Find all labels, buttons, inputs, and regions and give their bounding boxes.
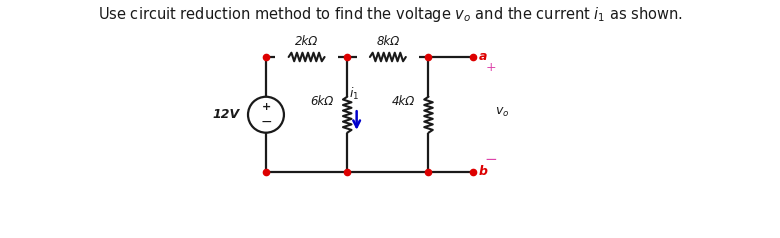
Text: a: a xyxy=(479,50,488,63)
Text: 12V: 12V xyxy=(212,108,239,121)
Text: 8kΩ: 8kΩ xyxy=(376,35,399,48)
Text: $v_o$: $v_o$ xyxy=(495,106,509,119)
Text: −: − xyxy=(261,115,273,129)
Text: 4kΩ: 4kΩ xyxy=(392,95,415,108)
Text: Use circuit reduction method to find the voltage $v_o$ and the current $i_1$ as : Use circuit reduction method to find the… xyxy=(98,5,682,24)
Text: 6kΩ: 6kΩ xyxy=(310,95,334,108)
Text: $i_1$: $i_1$ xyxy=(349,86,360,102)
Text: +: + xyxy=(485,61,496,74)
Text: −: − xyxy=(484,152,497,167)
Text: 2kΩ: 2kΩ xyxy=(295,35,318,48)
Text: b: b xyxy=(479,165,488,178)
Text: +: + xyxy=(262,102,271,112)
